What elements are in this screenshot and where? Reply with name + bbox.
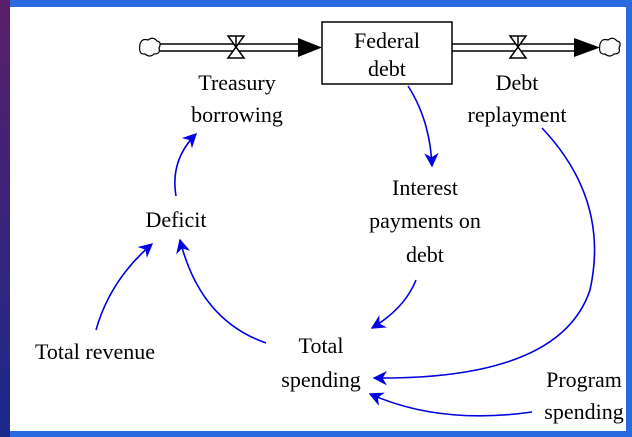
variable-label: debt: [406, 242, 444, 267]
cloud-source: [138, 37, 161, 57]
flow-label: replayment: [468, 102, 567, 127]
frame-left: [0, 0, 10, 437]
link: [372, 127, 596, 386]
flow-pipe-left: [160, 35, 322, 59]
link: [174, 132, 198, 197]
variable-label: spending: [281, 367, 360, 392]
link: [407, 85, 439, 168]
canvas: [10, 7, 626, 431]
cloud-sink: [598, 37, 621, 57]
variable-label: Total revenue: [35, 339, 155, 364]
link: [368, 392, 533, 417]
stock-box: [321, 21, 453, 85]
variable-label: Total: [299, 333, 344, 358]
flow-label: Debt: [496, 70, 539, 95]
stock-label: debt: [368, 56, 406, 81]
variable-label: Program: [546, 367, 622, 392]
flow-label: Treasury: [198, 70, 275, 95]
flow-label: borrowing: [191, 102, 283, 127]
link: [176, 238, 267, 344]
variable-label: spending: [544, 399, 623, 424]
stock-label: Federal: [354, 28, 420, 53]
variable-label: Deficit: [145, 207, 206, 232]
variable-label: Interest: [392, 175, 458, 200]
variable-label: payments on: [369, 208, 481, 233]
link: [95, 243, 154, 331]
flow-pipe-right: [452, 35, 600, 59]
link: [370, 279, 417, 329]
